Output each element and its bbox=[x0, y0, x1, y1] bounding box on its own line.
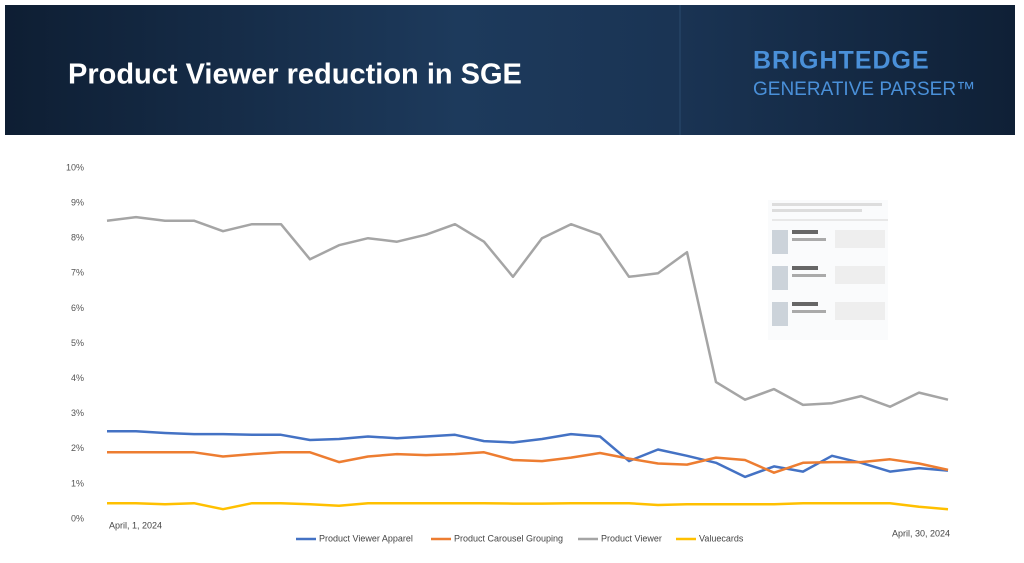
slide-title: Product Viewer reduction in SGE bbox=[68, 59, 522, 91]
series-line bbox=[107, 430, 949, 479]
inset-thumb bbox=[772, 230, 788, 254]
brand-name: BRIGHTEDGE bbox=[753, 47, 930, 75]
inset-text bbox=[792, 266, 818, 270]
inset-text bbox=[792, 238, 826, 241]
inset-text bbox=[792, 274, 826, 277]
y-tick-label: 1% bbox=[71, 478, 84, 488]
inset-desc bbox=[835, 266, 885, 284]
y-tick-label: 7% bbox=[71, 268, 84, 278]
inset-line bbox=[772, 219, 888, 221]
y-tick-label: 3% bbox=[71, 408, 84, 418]
inset-line bbox=[772, 203, 882, 206]
series-line bbox=[107, 451, 949, 474]
y-tick-label: 5% bbox=[71, 338, 84, 348]
legend-label: Valuecards bbox=[699, 533, 744, 543]
y-tick-label: 9% bbox=[71, 197, 84, 207]
y-tick-label: 0% bbox=[71, 513, 84, 523]
x-tick-label: April, 30, 2024 bbox=[892, 528, 950, 538]
series-line bbox=[106, 215, 949, 408]
inset-desc bbox=[835, 302, 885, 320]
series-line bbox=[107, 501, 949, 511]
y-tick-label: 6% bbox=[71, 303, 84, 313]
y-tick-label: 10% bbox=[66, 162, 84, 172]
product-viewer-inset bbox=[768, 200, 888, 340]
header-band bbox=[5, 5, 1015, 135]
y-tick-label: 4% bbox=[71, 373, 84, 383]
y-tick-label: 2% bbox=[71, 443, 84, 453]
inset-text bbox=[792, 302, 818, 306]
legend-label: Product Viewer Apparel bbox=[319, 533, 413, 543]
legend-label: Product Carousel Grouping bbox=[454, 533, 563, 543]
legend-label: Product Viewer bbox=[601, 533, 662, 543]
inset-text bbox=[792, 310, 826, 313]
inset-thumb bbox=[772, 266, 788, 290]
inset-desc bbox=[835, 230, 885, 248]
brand-product: GENERATIVE PARSER™ bbox=[753, 79, 975, 100]
inset-thumb bbox=[772, 302, 788, 326]
x-tick-label: April, 1, 2024 bbox=[109, 520, 162, 530]
y-tick-label: 8% bbox=[71, 233, 84, 243]
inset-line bbox=[772, 209, 862, 212]
inset-text bbox=[792, 230, 818, 234]
